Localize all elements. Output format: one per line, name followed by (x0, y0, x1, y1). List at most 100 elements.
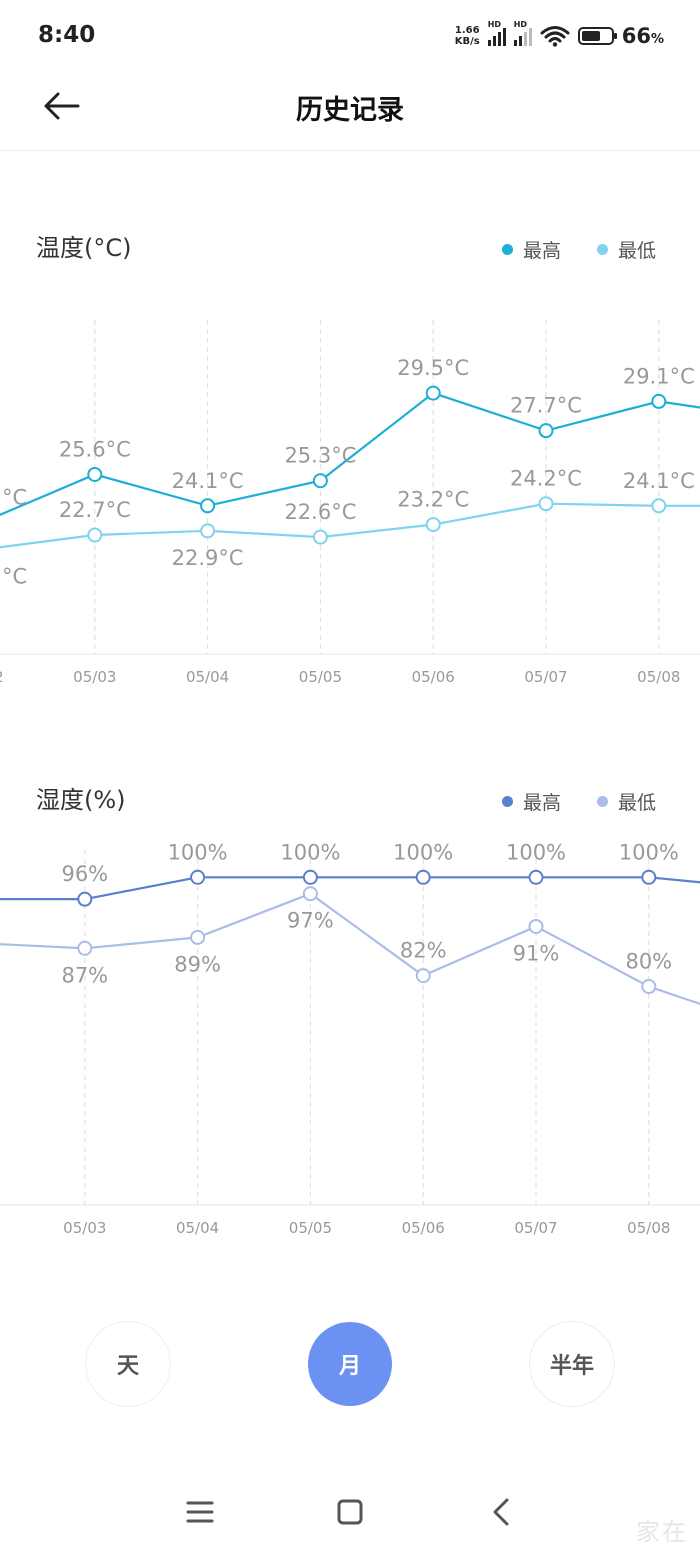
humidity-legend: 最高 最低 (502, 788, 656, 815)
period-half-year-button[interactable]: 半年 (530, 1322, 614, 1406)
legend-label-min: 最低 (618, 240, 657, 262)
data-point[interactable] (87, 527, 103, 543)
data-label: 27.7°C (510, 394, 582, 418)
network-speed-value: 1.66 (454, 25, 480, 36)
data-point[interactable] (641, 979, 657, 995)
x-tick-label: 05/08 (627, 1219, 670, 1237)
data-label: 24.2°C (510, 467, 582, 491)
period-month-button[interactable]: 月 (308, 1322, 392, 1406)
hd-label: HD (487, 20, 502, 29)
data-label: 24.1°C (172, 469, 244, 493)
data-point[interactable] (641, 869, 657, 885)
humidity-chart-title: 湿度(%) (36, 786, 126, 814)
legend-item-max: 最高 (502, 788, 561, 815)
data-point[interactable] (528, 918, 544, 934)
legend-dot (597, 796, 609, 807)
data-point[interactable] (87, 466, 103, 482)
series-line-max (0, 876, 700, 901)
temperature-legend: 最高 最低 (502, 236, 656, 263)
data-point[interactable] (538, 496, 554, 512)
data-label: 82% (400, 939, 447, 963)
battery-icon (577, 27, 617, 45)
legend-label-max: 最高 (523, 240, 562, 262)
legend-item-max: 最高 (502, 236, 561, 263)
x-tick-label: 05/04 (176, 1219, 219, 1237)
menu-button[interactable] (180, 1494, 220, 1530)
data-label: °C (2, 565, 27, 589)
temperature-chart-title: 温度(°C) (36, 234, 132, 262)
series-line-min (0, 892, 700, 1006)
data-label: 100% (506, 840, 566, 864)
data-point[interactable] (77, 891, 93, 907)
signal-1-icon: HD (487, 20, 506, 46)
data-point[interactable] (425, 385, 441, 401)
data-label: 25.6°C (59, 437, 131, 461)
data-label: 29.5°C (397, 356, 469, 380)
data-point[interactable] (200, 498, 216, 514)
signal-2-icon: HD (513, 20, 532, 46)
app-header: 历史记录 (0, 72, 700, 151)
data-label: 22.7°C (59, 498, 131, 522)
legend-dot (502, 796, 513, 807)
data-point[interactable] (190, 869, 206, 885)
data-point[interactable] (302, 869, 318, 885)
data-point[interactable] (528, 869, 544, 885)
data-point[interactable] (425, 517, 441, 533)
x-tick-label: 05/07 (514, 1219, 557, 1237)
data-label: 22.9°C (172, 546, 244, 570)
x-tick-label: 05/07 (524, 668, 567, 686)
data-label: 100% (393, 840, 453, 864)
chevron-left-icon (493, 1498, 509, 1526)
data-label: 96% (61, 862, 108, 886)
data-label: 23.2°C (397, 488, 469, 512)
legend-label-max: 最高 (523, 792, 562, 814)
x-tick-label: 05/05 (299, 668, 342, 686)
hd-label: HD (513, 20, 528, 29)
x-tick-label: 05/03 (73, 668, 116, 686)
data-label: 24.1°C (623, 469, 695, 493)
data-label: 89% (174, 952, 221, 976)
data-point[interactable] (77, 940, 93, 956)
period-day-button[interactable]: 天 (86, 1322, 170, 1406)
data-point[interactable] (538, 423, 554, 439)
data-point[interactable] (312, 529, 328, 545)
system-back-button[interactable] (482, 1494, 522, 1530)
wifi-icon (540, 26, 570, 47)
data-point[interactable] (651, 498, 667, 514)
humidity-chart[interactable]: 05/0205/0305/0405/0505/0605/0705/0805/09… (0, 820, 700, 1250)
data-point[interactable] (190, 929, 206, 945)
x-tick-label: 05/02 (0, 668, 4, 686)
temperature-chart[interactable]: 05/0205/0305/0405/0505/0605/0705/0805/09… (0, 300, 700, 700)
data-point[interactable] (415, 968, 431, 984)
status-icons: 1.66 KB/s HD HD 66% (455, 20, 664, 50)
data-label: 100% (280, 840, 340, 864)
series-line-max (0, 391, 700, 517)
x-tick-label: 05/06 (402, 1219, 445, 1237)
network-speed: 1.66 KB/s (455, 25, 480, 47)
data-point[interactable] (651, 393, 667, 409)
status-bar: 8:40 1.66 KB/s HD HD 66% (0, 0, 700, 72)
home-button[interactable] (330, 1494, 370, 1530)
data-label: 80% (625, 950, 672, 974)
data-point[interactable] (312, 473, 328, 489)
data-point[interactable] (415, 869, 431, 885)
legend-item-min: 最低 (597, 788, 656, 815)
series-line-min (0, 502, 700, 549)
data-label: 91% (513, 941, 560, 965)
x-tick-label: 05/04 (186, 668, 229, 686)
data-point[interactable] (200, 523, 216, 539)
legend-item-min: 最低 (597, 236, 656, 263)
x-tick-label: 05/06 (412, 668, 455, 686)
square-icon (337, 1499, 363, 1525)
legend-dot (502, 244, 513, 255)
network-speed-unit: KB/s (454, 36, 480, 47)
back-button[interactable] (40, 88, 84, 124)
page-title: 历史记录 (296, 95, 404, 126)
menu-icon (186, 1501, 214, 1523)
battery-percent: 66% (621, 24, 664, 48)
data-point[interactable] (302, 886, 318, 902)
x-tick-label: 05/05 (289, 1219, 332, 1237)
data-label: 97% (287, 909, 334, 933)
status-time: 8:40 (38, 22, 96, 48)
data-label: 22.6°C (284, 500, 356, 524)
